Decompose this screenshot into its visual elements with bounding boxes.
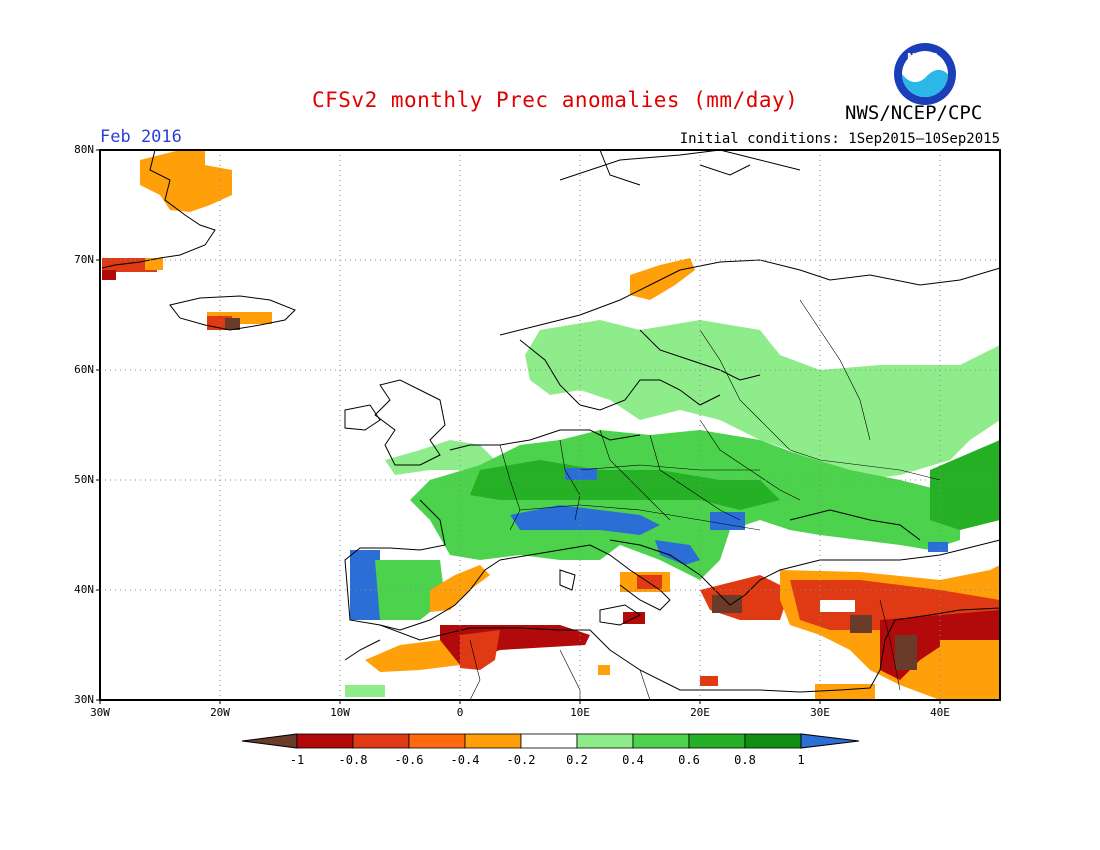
colorbar-label: -0.8	[338, 753, 368, 767]
organization-label: NWS/NCEP/CPC	[845, 102, 983, 124]
colorbar-swatch	[408, 733, 466, 749]
colorbar-label: -0.2	[506, 753, 536, 767]
chart-title: CFSv2 monthly Prec anomalies (mm/day)	[312, 88, 799, 112]
colorbar-label: -0.6	[394, 753, 424, 767]
colorbar-swatch	[632, 733, 690, 749]
colorbar-label: -0.4	[450, 753, 480, 767]
lat-label: 70N	[74, 253, 94, 266]
colorbar-arrow-low	[241, 733, 298, 749]
noaa-logo: NOAA	[893, 42, 957, 106]
anomaly-fields	[102, 150, 1000, 700]
forecast-month: Feb 2016	[100, 127, 182, 147]
lon-label: 10W	[330, 706, 350, 719]
colorbar-label: 0.8	[734, 753, 756, 767]
axis-ticks	[96, 149, 941, 704]
lon-label: 10E	[570, 706, 590, 719]
lat-label: 50N	[74, 473, 94, 486]
lon-label: 20W	[210, 706, 230, 719]
colorbar-swatch	[352, 733, 410, 749]
lon-label: 20E	[690, 706, 710, 719]
colorbar-swatch	[464, 733, 522, 749]
colorbar	[241, 733, 860, 749]
colorbar-swatch	[576, 733, 634, 749]
lat-label: 80N	[74, 143, 94, 156]
lat-label: 40N	[74, 583, 94, 596]
lon-label: 30W	[90, 706, 110, 719]
colorbar-swatch	[744, 733, 802, 749]
lon-label: 30E	[810, 706, 830, 719]
colorbar-label: -1	[289, 753, 305, 767]
lat-label: 30N	[74, 693, 94, 706]
map-frame	[99, 149, 1001, 701]
lon-label: 40E	[930, 706, 950, 719]
colorbar-label: 1	[797, 753, 805, 767]
colorbar-swatch	[688, 733, 746, 749]
grid-lines	[100, 150, 1000, 700]
colorbar-label: 0.2	[566, 753, 588, 767]
initial-conditions: Initial conditions: 1Sep2015—10Sep2015	[679, 131, 1000, 147]
country-borders	[469, 299, 941, 701]
logo-text: NOAA	[907, 52, 940, 63]
coastlines	[101, 149, 1001, 693]
colorbar-arrow-high	[800, 733, 860, 749]
colorbar-swatch	[520, 733, 578, 749]
colorbar-label: 0.4	[622, 753, 644, 767]
lon-label: 0	[456, 706, 464, 719]
colorbar-label: 0.6	[678, 753, 700, 767]
lat-label: 60N	[74, 363, 94, 376]
colorbar-swatch	[296, 733, 354, 749]
